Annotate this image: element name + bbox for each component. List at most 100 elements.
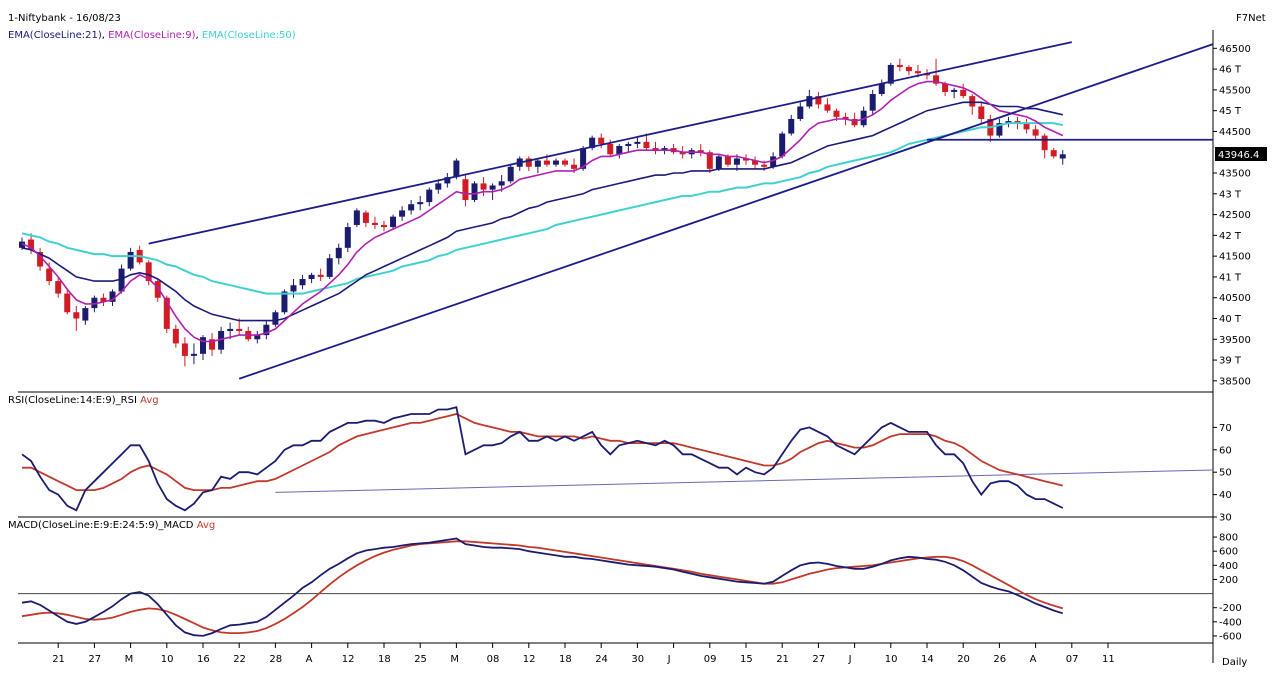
x-tick-label: 25 — [414, 654, 427, 665]
candle-body — [806, 96, 813, 107]
ema21-legend: EMA(CloseLine:21) — [8, 30, 102, 41]
candle-body — [82, 308, 89, 321]
candle-body — [55, 281, 62, 294]
x-tick-label: 27 — [812, 654, 825, 665]
trendline — [238, 43, 1214, 380]
candle-body — [417, 202, 424, 205]
rsi-tick-label: 40 — [1219, 490, 1232, 501]
candle-body — [1023, 123, 1030, 130]
price-tick-label: 39 T — [1219, 356, 1242, 367]
price-tick-label: 45 T — [1219, 106, 1242, 117]
candle-body — [951, 89, 958, 92]
x-tick-label: A — [1030, 654, 1037, 665]
candle-body — [145, 262, 152, 282]
macd-tick-label: -600 — [1219, 631, 1242, 642]
x-tick-label: 07 — [1066, 654, 1079, 665]
ema9-legend: EMA(CloseLine:9) — [108, 30, 196, 41]
candle-body — [444, 177, 451, 184]
x-tick-label: 28 — [269, 654, 282, 665]
candle-body — [46, 268, 53, 282]
x-tick-label: 20 — [957, 654, 970, 665]
price-tick-label: 44500 — [1219, 127, 1251, 138]
candle-body — [335, 247, 342, 259]
candle-body — [100, 297, 107, 302]
candle-body — [163, 297, 170, 329]
candle-body — [181, 343, 188, 356]
x-tick-label: J — [848, 654, 852, 665]
candle-body — [118, 268, 125, 292]
candle-body — [770, 156, 777, 167]
x-tick-label: 10 — [161, 654, 174, 665]
candle-body — [200, 337, 206, 354]
candle-body — [172, 328, 179, 344]
price-tick-label: 41500 — [1219, 252, 1251, 263]
candle-body — [942, 83, 949, 92]
candle-body — [381, 224, 387, 228]
price-tick-label: 38500 — [1219, 376, 1251, 387]
macd-line — [21, 537, 1064, 637]
candle-body — [218, 330, 225, 350]
periodicity-label: Daily — [1222, 657, 1247, 668]
candle-body — [37, 251, 44, 267]
candle-body — [471, 183, 478, 201]
candle-body — [580, 148, 587, 169]
candle-body — [272, 312, 279, 325]
x-tick-label: 14 — [921, 654, 934, 665]
price-tick-label: 46 T — [1219, 65, 1242, 76]
macd-avg-line — [21, 540, 1064, 634]
candle-body — [869, 94, 876, 111]
candle-body — [978, 106, 985, 119]
candle-body — [109, 291, 116, 302]
candle-body — [797, 106, 804, 119]
price-tick-label: 43500 — [1219, 169, 1251, 180]
candle-body — [19, 241, 25, 248]
candle-body — [362, 212, 369, 223]
candle-body — [616, 145, 623, 155]
candle-body — [733, 158, 740, 165]
macd-tick-label: 600 — [1219, 547, 1238, 558]
candle-body — [91, 297, 98, 309]
x-tick-label: 26 — [993, 654, 1006, 665]
ema50-legend: EMA(CloseLine:50) — [202, 30, 296, 41]
candle-body — [498, 181, 505, 186]
candle-body — [824, 104, 831, 111]
candle-body — [507, 166, 514, 182]
candle-body — [73, 312, 80, 319]
candle-body — [887, 64, 894, 84]
candle-body — [896, 64, 903, 68]
candle-body — [905, 67, 912, 72]
candle-body — [679, 152, 686, 155]
candle-body — [281, 291, 288, 313]
candle-body — [1041, 135, 1048, 151]
macd-legend: MACD(CloseLine:E:9:E:24:5:9)_MACD Avg — [8, 520, 215, 531]
rsi-tick-label: 70 — [1219, 423, 1232, 434]
candle-body — [851, 118, 858, 126]
candle-body — [127, 251, 134, 269]
candle-body — [390, 216, 397, 228]
candle-body — [344, 227, 351, 248]
candle-body — [562, 160, 568, 165]
rsi-tick-label: 30 — [1219, 513, 1232, 524]
candle-body — [317, 274, 324, 277]
macd-tick-label: 800 — [1219, 533, 1238, 544]
candle-body — [625, 143, 632, 146]
x-tick-label: M — [125, 654, 134, 665]
rsi-legend-name: RSI(CloseLine:14:E:9)_RSI — [8, 395, 137, 406]
price-tick-label: 39500 — [1219, 335, 1251, 346]
candle-body — [933, 75, 940, 84]
rsi-legend-avg: Avg — [140, 395, 159, 406]
candle-body — [326, 258, 333, 277]
candle-body — [154, 281, 161, 298]
candle-body — [480, 183, 487, 190]
candle-body — [1032, 129, 1039, 136]
candle-body — [552, 160, 559, 165]
candle-body — [299, 279, 306, 286]
trendline — [148, 41, 1072, 245]
x-tick-label: 16 — [197, 654, 210, 665]
rsi-panel: 70 60 50 40 30 — [21, 406, 1232, 524]
candle-body — [697, 150, 704, 153]
candle-body — [190, 353, 197, 356]
candle-body — [254, 335, 261, 340]
candle-body — [860, 110, 867, 126]
